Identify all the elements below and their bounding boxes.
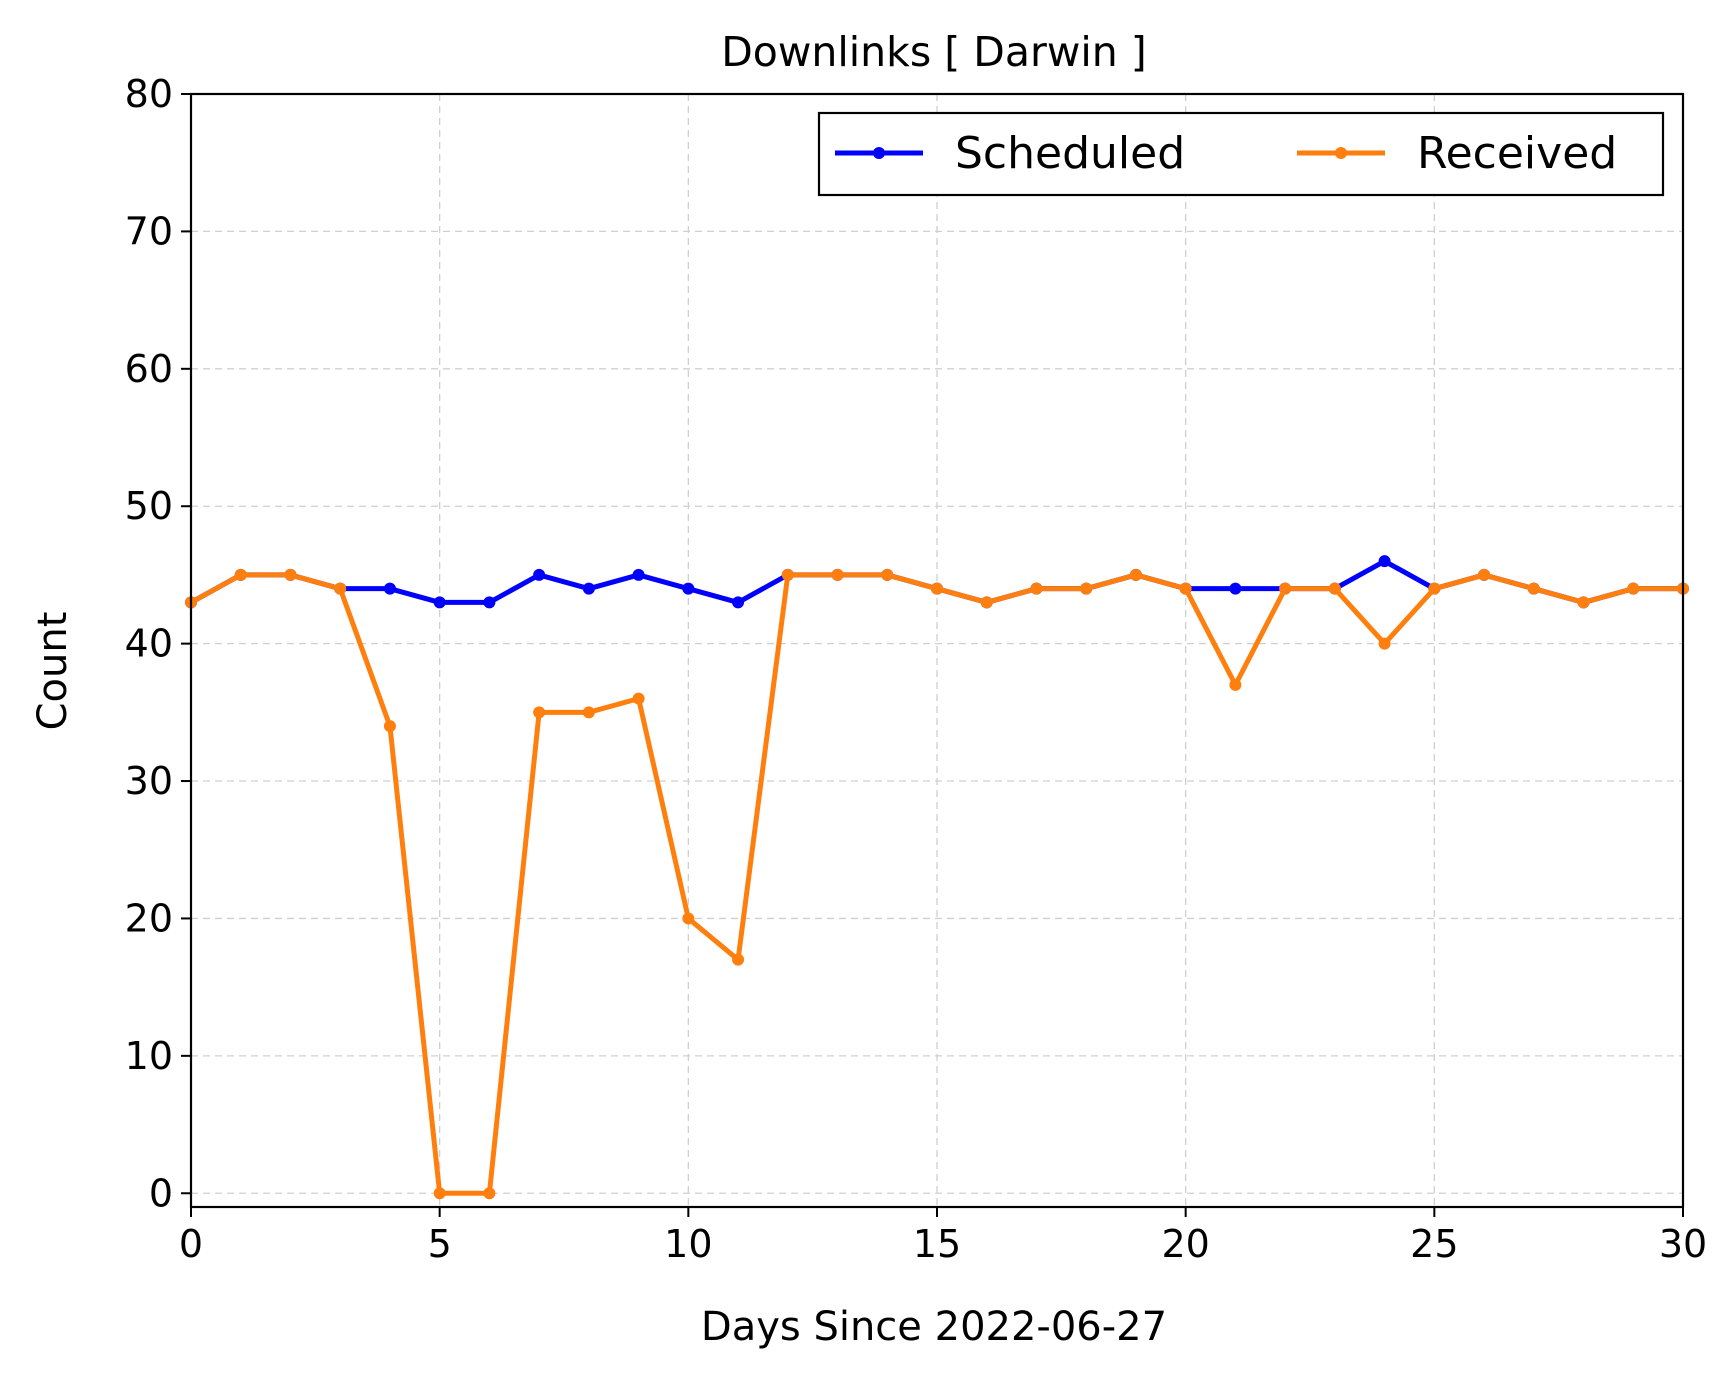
data-point-received	[881, 568, 894, 581]
data-point-received	[1229, 678, 1242, 691]
legend-box	[817, 111, 1665, 197]
y-tick-label: 0	[149, 1171, 173, 1215]
chart-title: Downlinks [ Darwin ]	[721, 28, 1147, 76]
data-point-received	[1030, 582, 1043, 595]
legend-marker-scheduled	[873, 147, 885, 159]
legend-label-scheduled: Scheduled	[955, 128, 1185, 179]
data-point-received	[682, 912, 695, 925]
data-point-received	[533, 706, 546, 719]
y-tick-label: 50	[125, 484, 173, 528]
data-point-scheduled	[1378, 555, 1391, 568]
data-point-received	[284, 568, 297, 581]
data-point-received	[781, 568, 794, 581]
x-tick-label: 25	[1410, 1222, 1458, 1266]
data-point-received	[1428, 582, 1441, 595]
data-point-received	[433, 1187, 446, 1200]
y-tick-label: 60	[125, 347, 173, 391]
data-point-scheduled	[582, 582, 595, 595]
legend-label-received: Received	[1417, 128, 1617, 179]
y-tick-label: 40	[125, 622, 173, 666]
legend: Scheduled Received	[817, 111, 1665, 197]
data-point-received	[632, 692, 645, 705]
data-point-scheduled	[533, 568, 546, 581]
data-point-received	[334, 582, 347, 595]
data-point-received	[1378, 637, 1391, 650]
data-point-received	[1328, 582, 1341, 595]
y-tick-label: 80	[125, 72, 173, 116]
data-point-scheduled	[383, 582, 396, 595]
data-point-received	[1279, 582, 1292, 595]
x-tick-label: 30	[1659, 1222, 1707, 1266]
data-point-scheduled	[433, 596, 446, 609]
series-layer	[185, 555, 1689, 1200]
y-tick-label: 70	[125, 209, 173, 253]
y-tick-label: 30	[125, 759, 173, 803]
data-point-scheduled	[1229, 582, 1242, 595]
data-point-received	[732, 953, 745, 966]
data-point-received	[1577, 596, 1590, 609]
data-point-received	[582, 706, 595, 719]
data-point-received	[1627, 582, 1640, 595]
data-point-received	[1478, 568, 1491, 581]
data-point-received	[931, 582, 943, 595]
legend-marker-received	[1335, 147, 1347, 159]
x-tick-label: 20	[1161, 1222, 1209, 1266]
x-tick-label: 10	[664, 1222, 712, 1266]
axes: 0 5 10 15 20 25 30 0 10 20 30 40 50 60 70 80	[125, 72, 1708, 1266]
data-point-received	[831, 568, 844, 581]
x-tick-label: 15	[913, 1222, 961, 1266]
y-tick-label: 20	[125, 896, 173, 940]
y-tick-label: 10	[125, 1034, 173, 1078]
data-point-scheduled	[682, 582, 695, 595]
data-point-received	[1527, 582, 1540, 595]
data-point-received	[483, 1187, 496, 1200]
data-point-received	[1179, 582, 1192, 595]
data-point-received	[980, 596, 993, 609]
data-point-scheduled	[732, 596, 745, 609]
x-tick-label: 0	[179, 1222, 203, 1266]
x-axis-title: Days Since 2022-06-27	[701, 1304, 1167, 1350]
data-point-received	[1129, 568, 1142, 581]
data-point-received	[383, 720, 396, 733]
data-point-received	[1080, 582, 1093, 595]
data-point-received	[234, 568, 247, 581]
y-axis-title: Count	[30, 612, 76, 731]
x-tick-label: 5	[428, 1222, 452, 1266]
data-point-scheduled	[483, 596, 496, 609]
data-point-scheduled	[632, 568, 645, 581]
